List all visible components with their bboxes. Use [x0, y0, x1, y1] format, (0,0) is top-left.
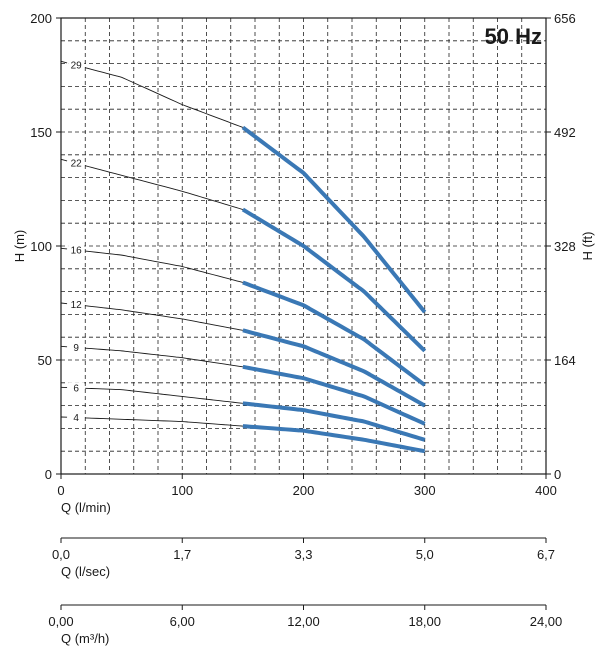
curves-layer: 29 22 16 12 9 6 4 [61, 60, 425, 452]
secondary-tick-label: 1,7 [173, 547, 191, 562]
pump-curve-6: 6 [61, 382, 425, 439]
curve-line-thin [85, 306, 243, 331]
y-tick-label: 200 [30, 11, 52, 26]
secondary-tick-label: 24,00 [530, 614, 563, 629]
curve-line-operating [243, 282, 425, 385]
x-tick-label: 300 [414, 483, 436, 498]
x-tick-label: 0 [57, 483, 64, 498]
secondary-axis-2: 0,00 6,00 12,00 18,00 24,00 Q (m³/h) [48, 605, 562, 646]
curve-leader [61, 248, 67, 249]
curve-leader [61, 61, 67, 63]
curve-label: 29 [71, 61, 83, 72]
curve-label: 4 [73, 413, 79, 424]
curve-line-thin [85, 166, 243, 210]
x-tick-label: 200 [293, 483, 315, 498]
curve-label: 16 [71, 245, 83, 256]
secondary-tick-label: 0,00 [48, 614, 73, 629]
curve-leader [61, 303, 67, 304]
curve-label: 12 [71, 300, 83, 311]
y-right-tick-label: 656 [554, 11, 576, 26]
curve-line-thin [85, 388, 243, 403]
y-tick-label: 0 [45, 467, 52, 482]
pump-curve-4: 4 [61, 412, 425, 451]
curve-line-thin [85, 251, 243, 282]
secondary-tick-label: 3,3 [294, 547, 312, 562]
secondary-axis-label: Q (m³/h) [61, 631, 109, 646]
y-right-tick-label: 492 [554, 125, 576, 140]
curve-line-thin [85, 68, 243, 128]
chart-title: 50 Hz [485, 24, 542, 49]
curve-label: 6 [73, 383, 79, 394]
secondary-axes: 0,0 1,7 3,3 5,0 6,7 Q (l/sec) 0,00 6,00 12,00 18,… [48, 538, 562, 646]
x-tick-label: 100 [171, 483, 193, 498]
secondary-tick-label: 6,7 [537, 547, 555, 562]
curve-label: 9 [73, 343, 79, 354]
y-right-tick-label: 0 [554, 467, 561, 482]
curve-line-thin [85, 348, 243, 367]
curve-line-thin [85, 418, 243, 426]
secondary-axis-1: 0,0 1,7 3,3 5,0 6,7 Q (l/sec) [52, 538, 555, 579]
secondary-tick-label: 6,00 [170, 614, 195, 629]
secondary-axis-label: Q (l/sec) [61, 564, 110, 579]
secondary-tick-label: 18,00 [408, 614, 441, 629]
y-right-tick-label: 328 [554, 239, 576, 254]
curve-label: 22 [71, 159, 83, 170]
y-axis-label: H (m) [12, 230, 27, 263]
y-tick-label: 50 [38, 353, 52, 368]
secondary-tick-label: 12,00 [287, 614, 320, 629]
curve-line-operating [243, 330, 425, 405]
x-axis-label: Q (l/min) [61, 500, 111, 515]
y-tick-label: 100 [30, 239, 52, 254]
y-axis-right-label: H (ft) [580, 232, 595, 261]
pump-curve-29: 29 [61, 60, 425, 312]
curve-leader [61, 159, 67, 161]
y-tick-label: 150 [30, 125, 52, 140]
x-tick-label: 400 [535, 483, 557, 498]
y-right-tick-label: 164 [554, 353, 576, 368]
secondary-tick-label: 5,0 [416, 547, 434, 562]
secondary-tick-label: 0,0 [52, 547, 70, 562]
